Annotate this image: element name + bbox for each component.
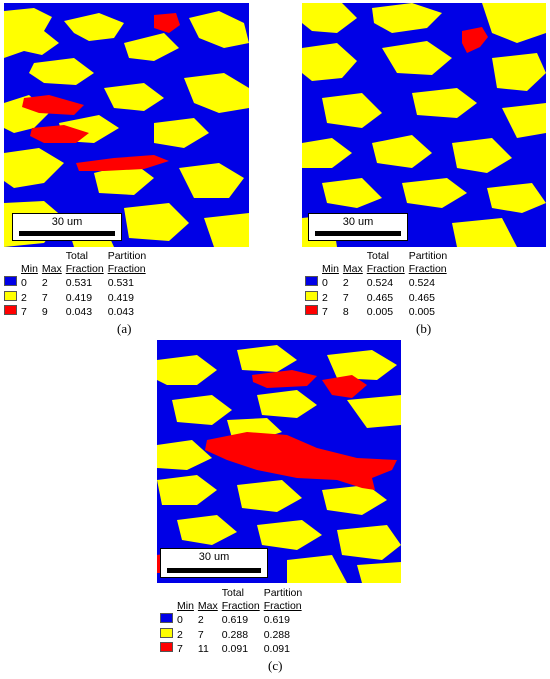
row-max: 9 (41, 306, 48, 318)
swatch-red (305, 305, 318, 315)
swatch-yellow (160, 627, 173, 638)
legend-table-a: Total Partition Min Max Fraction Fractio… (4, 250, 150, 319)
legend-table-b: Total Partition Min Max Fraction Fractio… (305, 250, 451, 319)
legend-header-row-2: Min Max Fraction Fraction (305, 263, 451, 276)
scale-line-a (19, 231, 115, 236)
legend-row: 0 2 0.531 0.531 (4, 275, 150, 290)
scale-label-b: 30 um (342, 216, 374, 228)
header-total: Total (366, 250, 389, 262)
row-partition: 0.288 (263, 628, 290, 641)
row-max: 7 (41, 291, 48, 304)
row-max: 2 (197, 614, 204, 626)
row-min: 0 (322, 277, 328, 289)
legend-header-row-2: Min Max Fraction Fraction (160, 600, 306, 613)
header-total-fraction: Fraction (366, 262, 405, 275)
header-total-fraction: Fraction (221, 599, 260, 612)
scale-bar-a: 30 um (12, 213, 122, 241)
swatch-blue (4, 276, 17, 286)
header-partition: Partition (263, 587, 303, 599)
row-total: 0.524 (366, 277, 394, 289)
row-total: 0.419 (65, 291, 93, 304)
row-partition: 0.619 (263, 614, 290, 626)
legend-row: 0 2 0.619 0.619 (160, 612, 306, 627)
row-max: 11 (197, 643, 209, 655)
swatch-blue (305, 276, 318, 286)
row-partition: 0.005 (408, 306, 435, 318)
legend-row: 2 7 0.465 0.465 (305, 290, 451, 305)
legend-header-row-1: Total Partition (305, 250, 451, 263)
legend-row: 7 8 0.005 0.005 (305, 304, 451, 319)
row-max: 2 (342, 277, 349, 289)
row-min: 7 (177, 643, 183, 655)
row-min: 0 (21, 277, 27, 289)
row-total: 0.465 (366, 291, 394, 304)
caption-b: (b) (416, 321, 432, 336)
row-max: 7 (342, 291, 349, 304)
header-max: Max (342, 262, 363, 275)
row-max: 7 (197, 628, 204, 641)
header-partition: Partition (107, 250, 147, 262)
header-partition-fraction: Fraction (263, 599, 302, 612)
row-min: 2 (21, 291, 27, 304)
row-partition: 0.091 (263, 643, 290, 655)
row-min: 2 (177, 628, 183, 641)
scale-bar-b: 30 um (308, 213, 408, 241)
legend-header-row-1: Total Partition (4, 250, 150, 263)
header-partition-fraction: Fraction (408, 262, 447, 275)
scale-line-c (167, 568, 261, 573)
swatch-red (4, 305, 17, 315)
row-partition: 0.419 (107, 291, 134, 304)
legend-row: 2 7 0.288 0.288 (160, 627, 306, 642)
legend-header-row-2: Min Max Fraction Fraction (4, 263, 150, 276)
legend-table-c: Total Partition Min Max Fraction Fractio… (160, 587, 306, 656)
header-total-fraction: Fraction (65, 262, 104, 275)
header-max: Max (41, 262, 62, 275)
swatch-yellow (4, 290, 17, 301)
kam-map-a (4, 3, 249, 247)
row-max: 8 (342, 306, 349, 318)
row-min: 2 (322, 291, 328, 304)
header-partition: Partition (408, 250, 448, 262)
row-partition: 0.531 (107, 277, 134, 289)
row-min: 7 (322, 306, 328, 318)
scale-bar-c: 30 um (160, 548, 268, 578)
row-min: 0 (177, 614, 183, 626)
legend-row: 0 2 0.524 0.524 (305, 275, 451, 290)
caption-c: (c) (268, 658, 283, 673)
kam-map-b-image (302, 3, 546, 247)
header-partition-fraction: Fraction (107, 262, 146, 275)
kam-map-c-image (157, 340, 401, 583)
row-total: 0.531 (65, 277, 93, 289)
swatch-yellow (305, 290, 318, 301)
legend-row: 7 9 0.043 0.043 (4, 304, 150, 319)
header-max: Max (197, 599, 218, 612)
swatch-blue (160, 613, 173, 623)
header-total: Total (65, 250, 88, 262)
row-total: 0.091 (221, 643, 249, 655)
row-total: 0.619 (221, 614, 249, 626)
header-total: Total (221, 587, 244, 599)
kam-map-a-image (4, 3, 249, 247)
row-max: 2 (41, 277, 48, 289)
row-total: 0.005 (366, 306, 394, 318)
row-total: 0.288 (221, 628, 249, 641)
row-partition: 0.465 (408, 291, 435, 304)
legend-header-row-1: Total Partition (160, 587, 306, 600)
swatch-red (160, 642, 173, 652)
header-min: Min (21, 262, 38, 275)
legend-row: 7 11 0.091 0.091 (160, 641, 306, 656)
row-partition: 0.524 (408, 277, 435, 289)
row-total: 0.043 (65, 306, 93, 318)
header-min: Min (177, 599, 194, 612)
row-min: 7 (21, 306, 27, 318)
scale-line-b (315, 231, 401, 236)
kam-map-c (157, 340, 401, 583)
caption-a: (a) (117, 321, 132, 336)
scale-label-c: 30 um (198, 551, 230, 563)
scale-label-a: 30 um (51, 216, 83, 228)
legend-row: 2 7 0.419 0.419 (4, 290, 150, 305)
header-min: Min (322, 262, 339, 275)
kam-map-b (302, 3, 546, 247)
row-partition: 0.043 (107, 306, 134, 318)
